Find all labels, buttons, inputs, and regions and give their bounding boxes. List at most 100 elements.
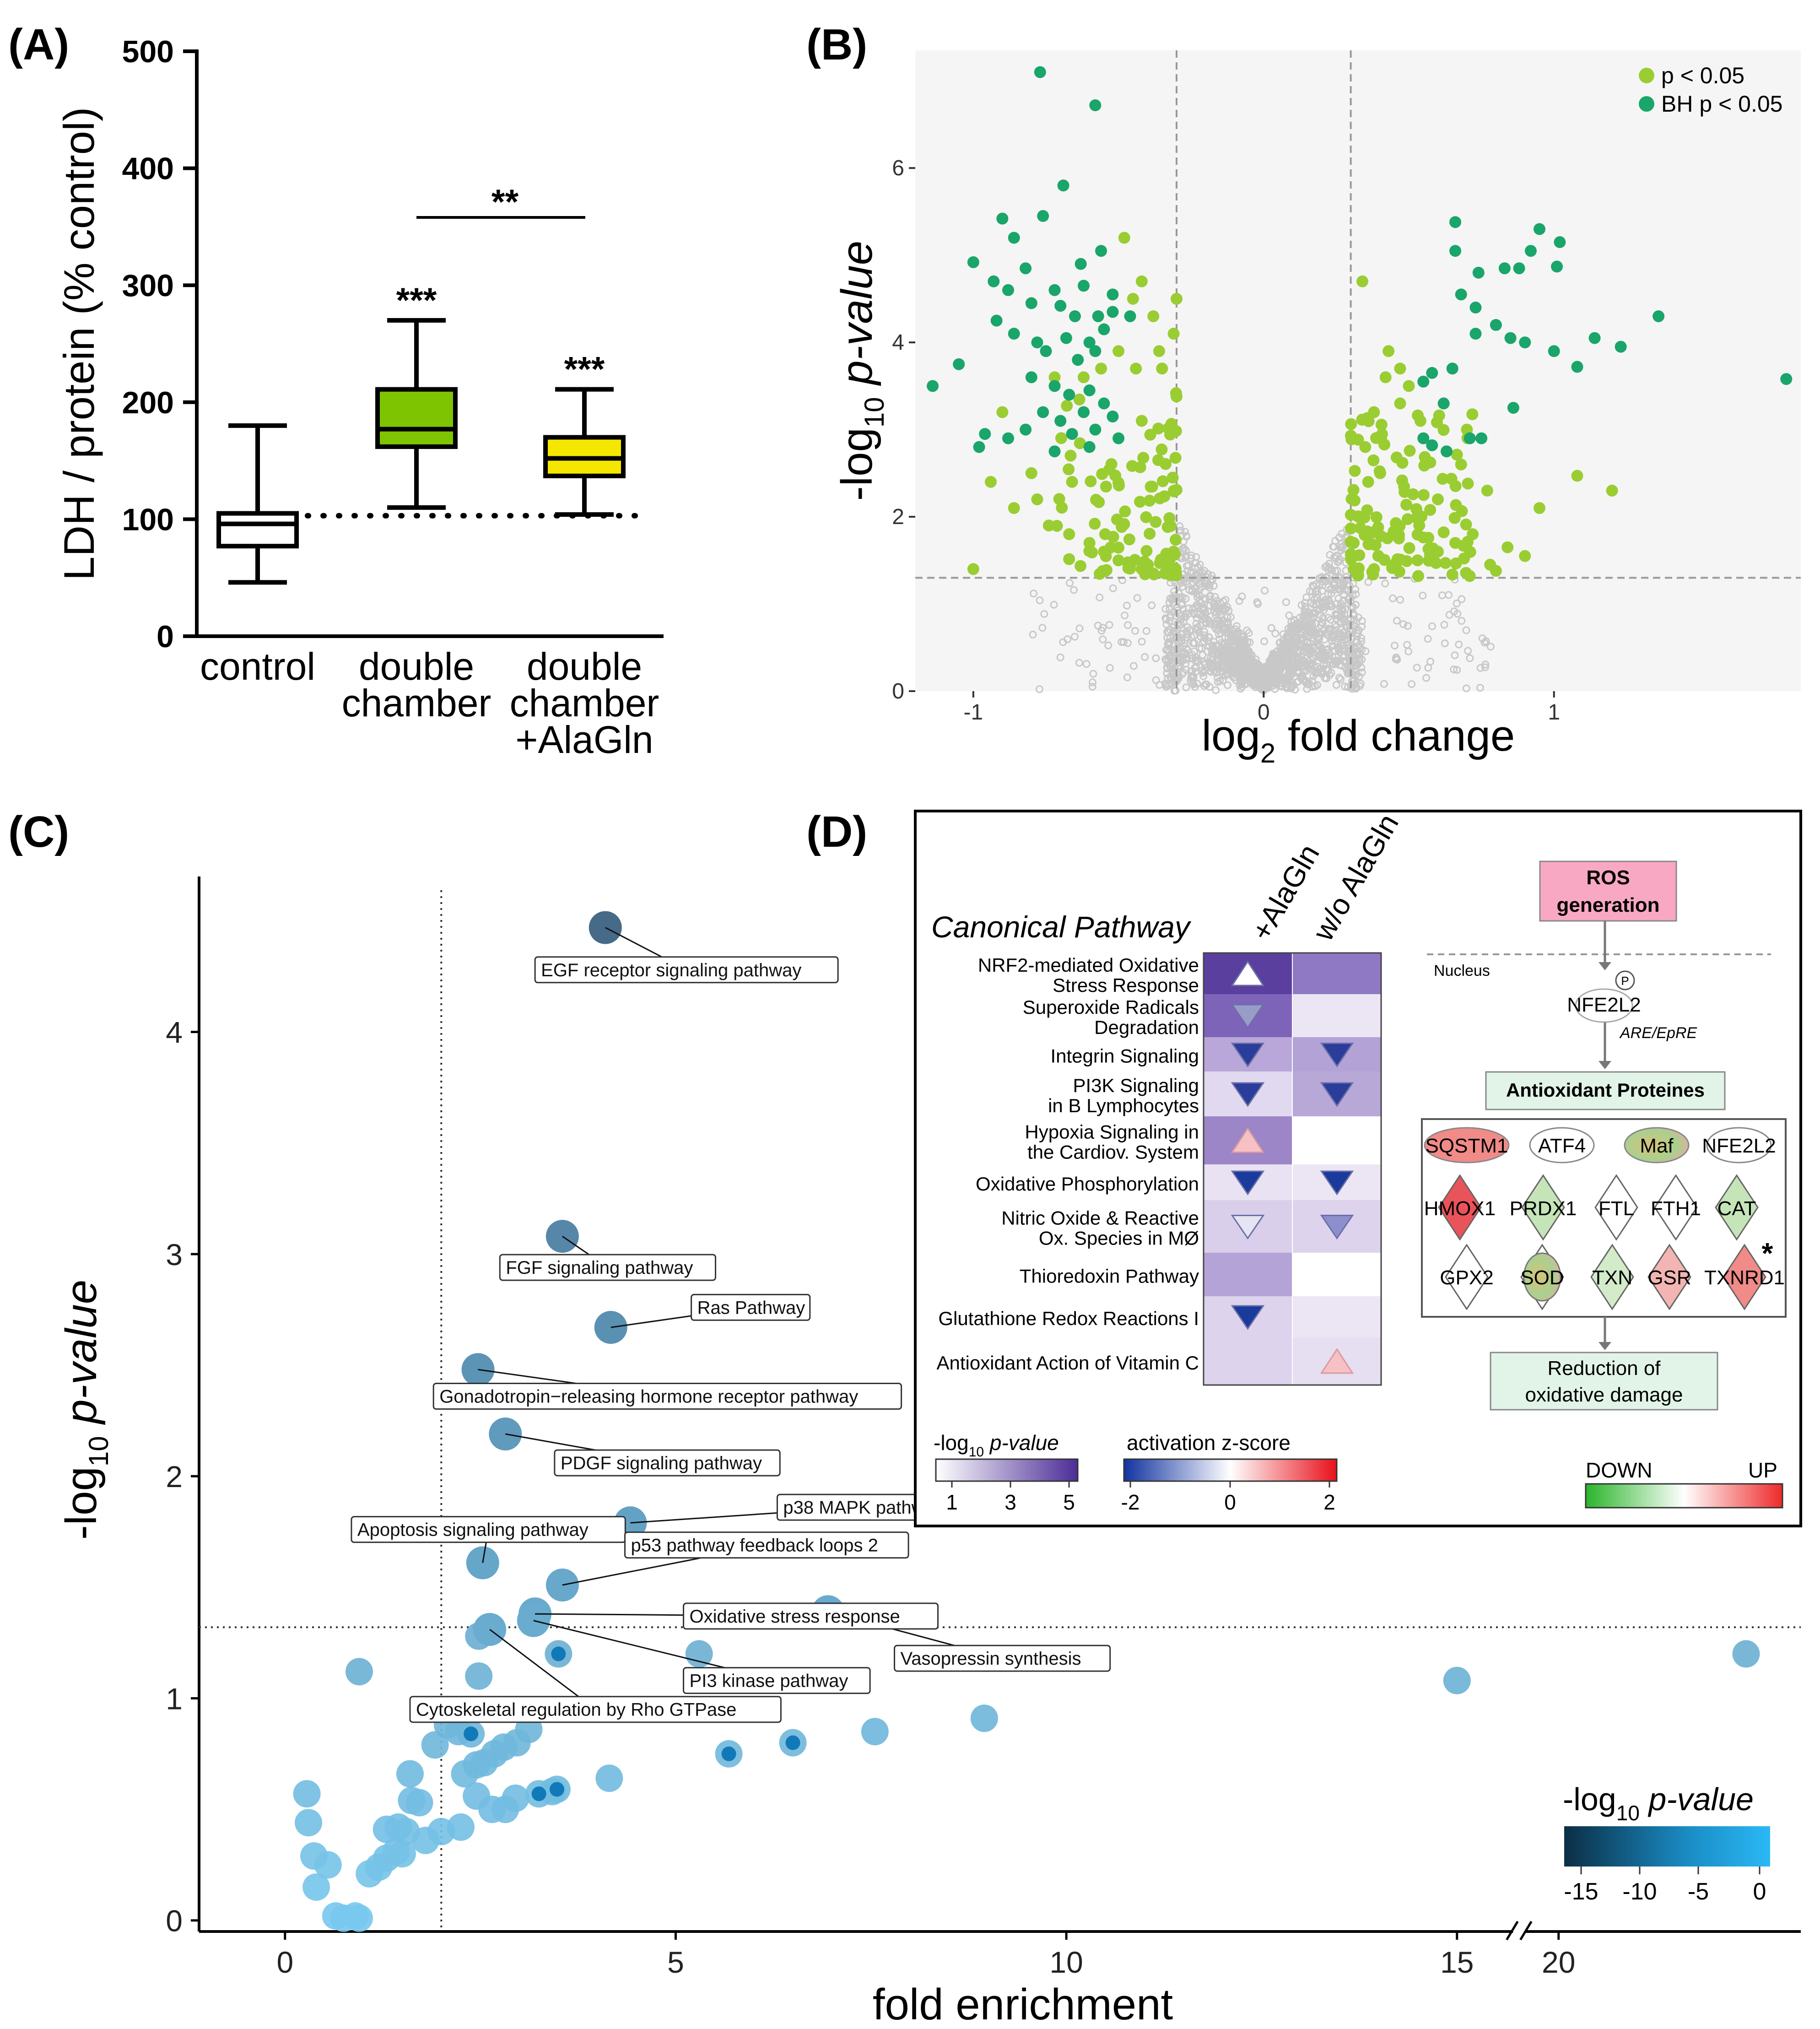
ns-point xyxy=(1233,628,1242,636)
ns-point xyxy=(1453,600,1461,608)
label-box xyxy=(534,956,839,984)
ns-point xyxy=(1399,620,1407,628)
p05-point xyxy=(1055,432,1067,444)
ns-point xyxy=(1481,663,1489,671)
down-arrow-icon xyxy=(1231,1305,1265,1330)
ns-point xyxy=(1178,600,1186,608)
x-tick-label: 0 xyxy=(276,1945,293,1979)
bh-point xyxy=(1455,288,1467,301)
enrichment-point xyxy=(346,1658,373,1686)
p05-point xyxy=(1167,546,1180,558)
ns-point xyxy=(1152,654,1160,662)
antioxidant-box xyxy=(1485,1071,1726,1110)
p05-point xyxy=(1362,476,1374,488)
p05-point xyxy=(1147,567,1160,579)
p05-points xyxy=(967,232,1618,582)
ns-point xyxy=(1215,630,1223,638)
ns-point xyxy=(1138,638,1146,646)
heatmap-cell xyxy=(1204,1253,1292,1296)
bh-point xyxy=(1653,310,1665,322)
p05-point xyxy=(1356,275,1369,287)
ns-point xyxy=(1352,619,1361,628)
ns-point xyxy=(1450,666,1458,674)
ns-point xyxy=(1267,661,1275,670)
legend-title-rest: p-value xyxy=(1640,1781,1754,1817)
y-tick-label: 2 xyxy=(892,505,904,529)
ns-point xyxy=(1192,553,1200,561)
ns-point xyxy=(1295,640,1303,648)
ns-point xyxy=(1419,591,1427,600)
p05-point xyxy=(1394,397,1406,410)
y-tick-label: 400 xyxy=(122,151,174,186)
legend-marker xyxy=(1639,68,1654,83)
p05-point xyxy=(1345,522,1357,535)
y-tick-label: 4 xyxy=(166,1016,183,1050)
ns-point xyxy=(1466,654,1474,662)
heatmap-cell xyxy=(1293,953,1381,994)
protein-node-diamond xyxy=(1654,1174,1698,1241)
p05-point xyxy=(1158,490,1171,503)
ns-point xyxy=(1194,601,1202,609)
pathway-row-label: PI3K Signaling xyxy=(1073,1075,1199,1096)
p05-point xyxy=(1123,533,1135,546)
bh-point xyxy=(1089,423,1102,436)
ns-point xyxy=(1123,601,1131,610)
bh-point xyxy=(1037,210,1049,222)
ns-point xyxy=(1260,637,1269,645)
enrichment-point-core xyxy=(551,1646,566,1661)
heatmap-border xyxy=(1203,952,1382,1386)
bracket-label: ** xyxy=(491,183,519,222)
ns-point xyxy=(1237,651,1245,660)
ns-point xyxy=(1195,591,1204,600)
enrichment-point-core xyxy=(549,1782,564,1797)
p05-point xyxy=(1100,481,1112,493)
enrichment-point xyxy=(970,1704,998,1732)
ns-point xyxy=(1356,682,1364,690)
p05-point xyxy=(1113,554,1125,567)
p05-point xyxy=(1145,481,1157,493)
p05-point xyxy=(1368,563,1380,575)
p05-point xyxy=(1150,516,1162,528)
ns-point xyxy=(1223,670,1231,678)
p05-point xyxy=(1169,452,1182,464)
label-box xyxy=(683,1667,871,1694)
p05-point xyxy=(1347,563,1360,575)
p05-point xyxy=(1501,541,1514,553)
enrichment-point-core xyxy=(721,1746,736,1761)
ns-point xyxy=(1183,533,1191,541)
p-legend-tick-label: 3 xyxy=(1005,1490,1016,1514)
ns-point xyxy=(1319,598,1327,606)
p05-point xyxy=(1165,520,1177,532)
ns-point xyxy=(1202,680,1210,688)
heatmap-title: Canonical Pathway xyxy=(931,910,1192,944)
legend-tick-label: -5 xyxy=(1688,1878,1709,1905)
p-legend-tick-label: 5 xyxy=(1063,1490,1075,1514)
ns-point xyxy=(1106,664,1114,672)
ns-point xyxy=(1287,671,1295,679)
legend-title-sub: 10 xyxy=(1616,1801,1640,1825)
bh-point xyxy=(1464,432,1476,444)
point-label: Apoptosis signaling pathway xyxy=(357,1520,589,1540)
ns-point xyxy=(1282,641,1290,649)
p05-point xyxy=(1353,511,1366,523)
ns-point xyxy=(1441,639,1449,647)
p05-point xyxy=(1126,460,1138,472)
p05-point xyxy=(1064,449,1077,462)
ns-point xyxy=(1219,663,1227,671)
ns-point xyxy=(1453,610,1462,618)
bh-point xyxy=(1002,284,1015,296)
y-axis-label: LDH / protein (% control) xyxy=(55,107,103,580)
bh-point xyxy=(1025,297,1037,309)
ns-point xyxy=(1333,611,1341,619)
bh-point xyxy=(1554,236,1566,249)
ns-point xyxy=(1297,652,1306,660)
bh-point xyxy=(1063,389,1075,401)
bh-points xyxy=(927,66,1793,458)
ns-point xyxy=(1251,663,1259,671)
ns-point xyxy=(1191,664,1199,672)
ns-point xyxy=(1179,668,1188,676)
ns-point xyxy=(1056,653,1064,661)
ns-point xyxy=(1256,683,1264,692)
p05-point xyxy=(1170,390,1183,403)
z-legend-tick-label: 0 xyxy=(1224,1490,1236,1514)
